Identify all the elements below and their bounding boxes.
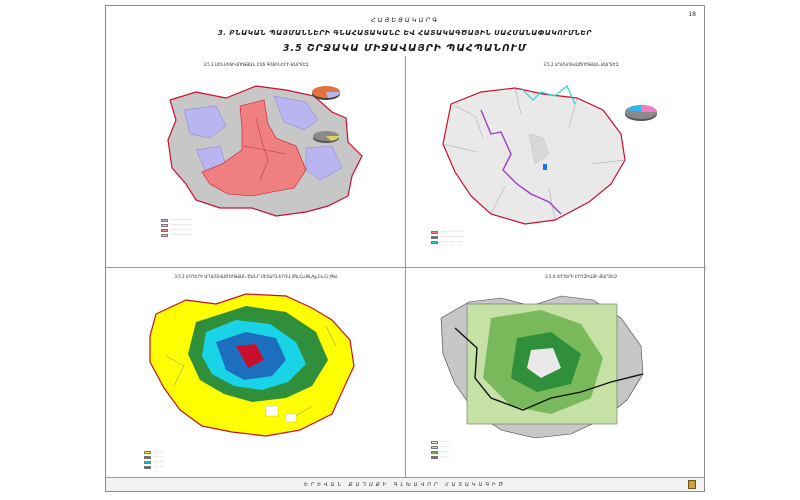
emblem-icon xyxy=(688,480,696,489)
divider-horizontal xyxy=(106,267,706,268)
page-number: 18 xyxy=(688,11,696,18)
quadrant-4-legend: · · · · · · · · · · · · · · · · · · · · xyxy=(431,440,450,460)
header-concept: ՀԱՅԵՑԱԿԱՐԳ xyxy=(370,16,440,24)
quadrant-3-title: 3.5.3 ՀՈՂԵՐԻ ԱՂՏՈՏՎԱԾՈՒԹՅԱՆ ԾԱՆՐ ՄԵՏԱՂՆԵ… xyxy=(174,274,338,279)
quadrant-4-title: 3.5.4 ՀՈՂԵՐԻ ԷՐՈԶԻԱՅԻ ՔԱՐՏԵԶ xyxy=(545,274,617,279)
erosion-map xyxy=(440,295,644,439)
quadrant-1-legend: · · · · · · · · · · · · · · · · · · · · … xyxy=(161,218,192,238)
sensitivity-zones-map xyxy=(167,85,363,217)
header-section: 3. ԲՆԱԿԱՆ ՊԱՅՄԱՆՆԵՐԻ ԳՆԱՀԱՏԱԿԱՆԸ ԵՎ ՀԱՏԱ… xyxy=(218,29,592,37)
pollution-map xyxy=(442,85,657,225)
footer-title: ԵՐԵՎԱՆ ՔԱՂԱՔԻ ԳԼԽԱՎՈՐ ՀԱՏԱԿԱԳԻԾ xyxy=(304,482,506,488)
page-title: 3.5 ՇՐՋԱԿԱ ՄԻՋԱՎԱՅՐԻ ՊԱՀՊԱՆՈՒՄ xyxy=(282,43,528,54)
quadrant-2-legend: · · · · · · · · · · · · · · · · · · · · … xyxy=(431,230,464,245)
quadrant-1-title: 3.5.1 ՍԵՆՍԻՏԻՎՈՒԹՅԱՆ ԸՍՏ ԳՈՏԻՆԵՐԻ ՔԱՐՏԵԶ xyxy=(203,62,309,67)
map-sheet: 18 ՀԱՅԵՑԱԿԱՐԳ 3. ԲՆԱԿԱՆ ՊԱՅՄԱՆՆԵՐԻ ԳՆԱՀԱ… xyxy=(105,5,706,492)
quadrant-2-title: 3.5.2 ԱՂՄԿՈՏՎԱԾՈՒԹՅԱՆ ՔԱՐՏԵԶ xyxy=(543,62,619,67)
footer-band xyxy=(106,477,704,491)
heavy-metals-map xyxy=(149,293,355,437)
quadrant-3-legend: · · · · · · · · · · · · · · · · · · · · xyxy=(144,450,163,470)
